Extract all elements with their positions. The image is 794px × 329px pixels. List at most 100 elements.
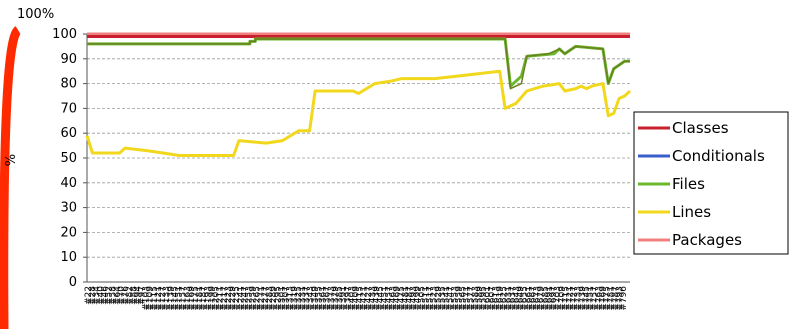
y-unit-label: 100% (17, 7, 54, 22)
x-tick-label: #349 (310, 286, 320, 311)
x-tick-label: #52 (105, 286, 115, 305)
x-tick-label: #763 (594, 286, 604, 311)
x-tick-label: #391 (339, 286, 349, 311)
x-tick-label: #34 (92, 286, 102, 305)
x-tick-label: #199 (207, 286, 217, 311)
x-tick-label: #625 (500, 286, 510, 311)
x-tick-label: #283 (265, 286, 275, 311)
x-tick-label: #583 (471, 286, 481, 311)
x-tick-label: #589 (475, 286, 485, 311)
x-tick-label: #361 (319, 286, 329, 311)
x-tick-label: #709 (557, 286, 567, 311)
red-frame-accent (0, 26, 22, 329)
x-tick-label: #751 (586, 286, 596, 311)
x-tick-label: #343 (306, 286, 316, 311)
x-tick-label: #433 (368, 286, 378, 311)
x-tick-label: #571 (463, 286, 473, 311)
x-tick-label: #469 (393, 286, 403, 311)
x-tick-label: #367 (323, 286, 333, 311)
x-tick-label: #697 (549, 286, 559, 311)
x-tick-label: #505 (417, 286, 427, 311)
y-tick-label: 70 (60, 101, 77, 116)
x-tick-label: #97 (138, 286, 148, 305)
x-tick-label: #613 (491, 286, 501, 311)
x-tick-label: #439 (372, 286, 382, 311)
y-tick-label: 80 (60, 77, 77, 92)
x-tick-label: #673 (533, 286, 543, 311)
x-tick-label: #151 (175, 286, 185, 311)
x-tick-label: #607 (487, 286, 497, 311)
x-tick-label: #661 (524, 286, 534, 311)
y-tick-label: 40 (60, 176, 77, 191)
x-tick-label: #193 (203, 286, 213, 311)
legend: Classes Conditionals Files Lines Packages (633, 111, 789, 255)
x-tick-label: #796 (619, 286, 629, 311)
x-tick-label: #511 (421, 286, 431, 311)
x-tick-label: #481 (401, 286, 411, 311)
x-tick-label: #631 (504, 286, 514, 311)
x-tick-label: #253 (245, 286, 255, 311)
x-tick-label: #40 (96, 286, 106, 305)
x-tick-label: #403 (347, 286, 357, 311)
y-tick-label: 50 (60, 151, 77, 166)
y-tick-label: 100 (52, 27, 77, 42)
y-tick-label: 10 (60, 250, 77, 265)
x-tick-label: #289 (269, 286, 279, 311)
x-tick-label: #781 (607, 286, 617, 311)
x-tick-label: #769 (598, 286, 608, 311)
x-tick-label: #757 (590, 286, 600, 311)
x-tick-label: #721 (566, 286, 576, 311)
x-tick-label: #553 (450, 286, 460, 311)
x-tick-label: #301 (277, 286, 287, 311)
y-tick-label: 90 (60, 52, 77, 67)
x-tick-label: #247 (240, 286, 250, 311)
y-tick-label: 60 (60, 126, 77, 141)
x-tick-label: #577 (467, 286, 477, 311)
y-tick-labels: 0 10 20 30 40 50 60 70 80 90 100 (52, 27, 77, 290)
x-tick-label: #235 (232, 286, 242, 311)
x-tick-label: #379 (331, 286, 341, 311)
legend-label-classes: Classes (672, 119, 729, 137)
x-tick-label: #223 (224, 286, 234, 311)
x-tick-label: #319 (290, 286, 300, 311)
x-tick-label: #337 (302, 286, 312, 311)
x-tick-label: #355 (314, 286, 324, 311)
x-tick-label: #205 (212, 286, 222, 311)
x-tick-label: #229 (228, 286, 238, 311)
x-tick-label: #559 (454, 286, 464, 311)
x-tick-label: #487 (405, 286, 415, 311)
x-tick-label: #169 (187, 286, 197, 311)
x-tick-label: #157 (179, 286, 189, 311)
x-tick-label: #541 (442, 286, 452, 311)
x-tick-label: #493 (409, 286, 419, 311)
x-tick-label: #211 (216, 286, 226, 311)
x-tick-label: #601 (483, 286, 493, 311)
x-tick-label: #649 (516, 286, 526, 311)
x-tick-label: #76 (121, 286, 131, 305)
y-axis-label: % (4, 154, 19, 166)
x-tick-label: #103 (142, 286, 152, 311)
y-tick-label: 20 (60, 225, 77, 240)
x-tick-label: #703 (553, 286, 563, 311)
x-tick-label: #745 (582, 286, 592, 311)
x-tick-label: #517 (426, 286, 436, 311)
x-tick-label: #277 (261, 286, 271, 311)
legend-label-conditionals: Conditionals (672, 147, 765, 165)
x-tick-label: #619 (496, 286, 506, 311)
x-tick-label: #271 (257, 286, 267, 311)
series-lines (85, 32, 632, 157)
x-tick-label: #28 (88, 286, 98, 305)
x-tick-label: #313 (286, 286, 296, 311)
x-tick-label: #715 (561, 286, 571, 311)
x-tick-label: #145 (170, 286, 180, 311)
x-tick-label: #325 (294, 286, 304, 311)
series-line-lines (85, 69, 632, 157)
x-tick-label: #127 (158, 286, 168, 311)
x-tick-label: #793 (615, 286, 625, 311)
x-tick-label: #397 (343, 286, 353, 311)
x-tick-label: #535 (438, 286, 448, 311)
x-tick-label: #565 (459, 286, 469, 311)
x-tick-label: #463 (389, 286, 399, 311)
legend-label-files: Files (672, 175, 705, 193)
